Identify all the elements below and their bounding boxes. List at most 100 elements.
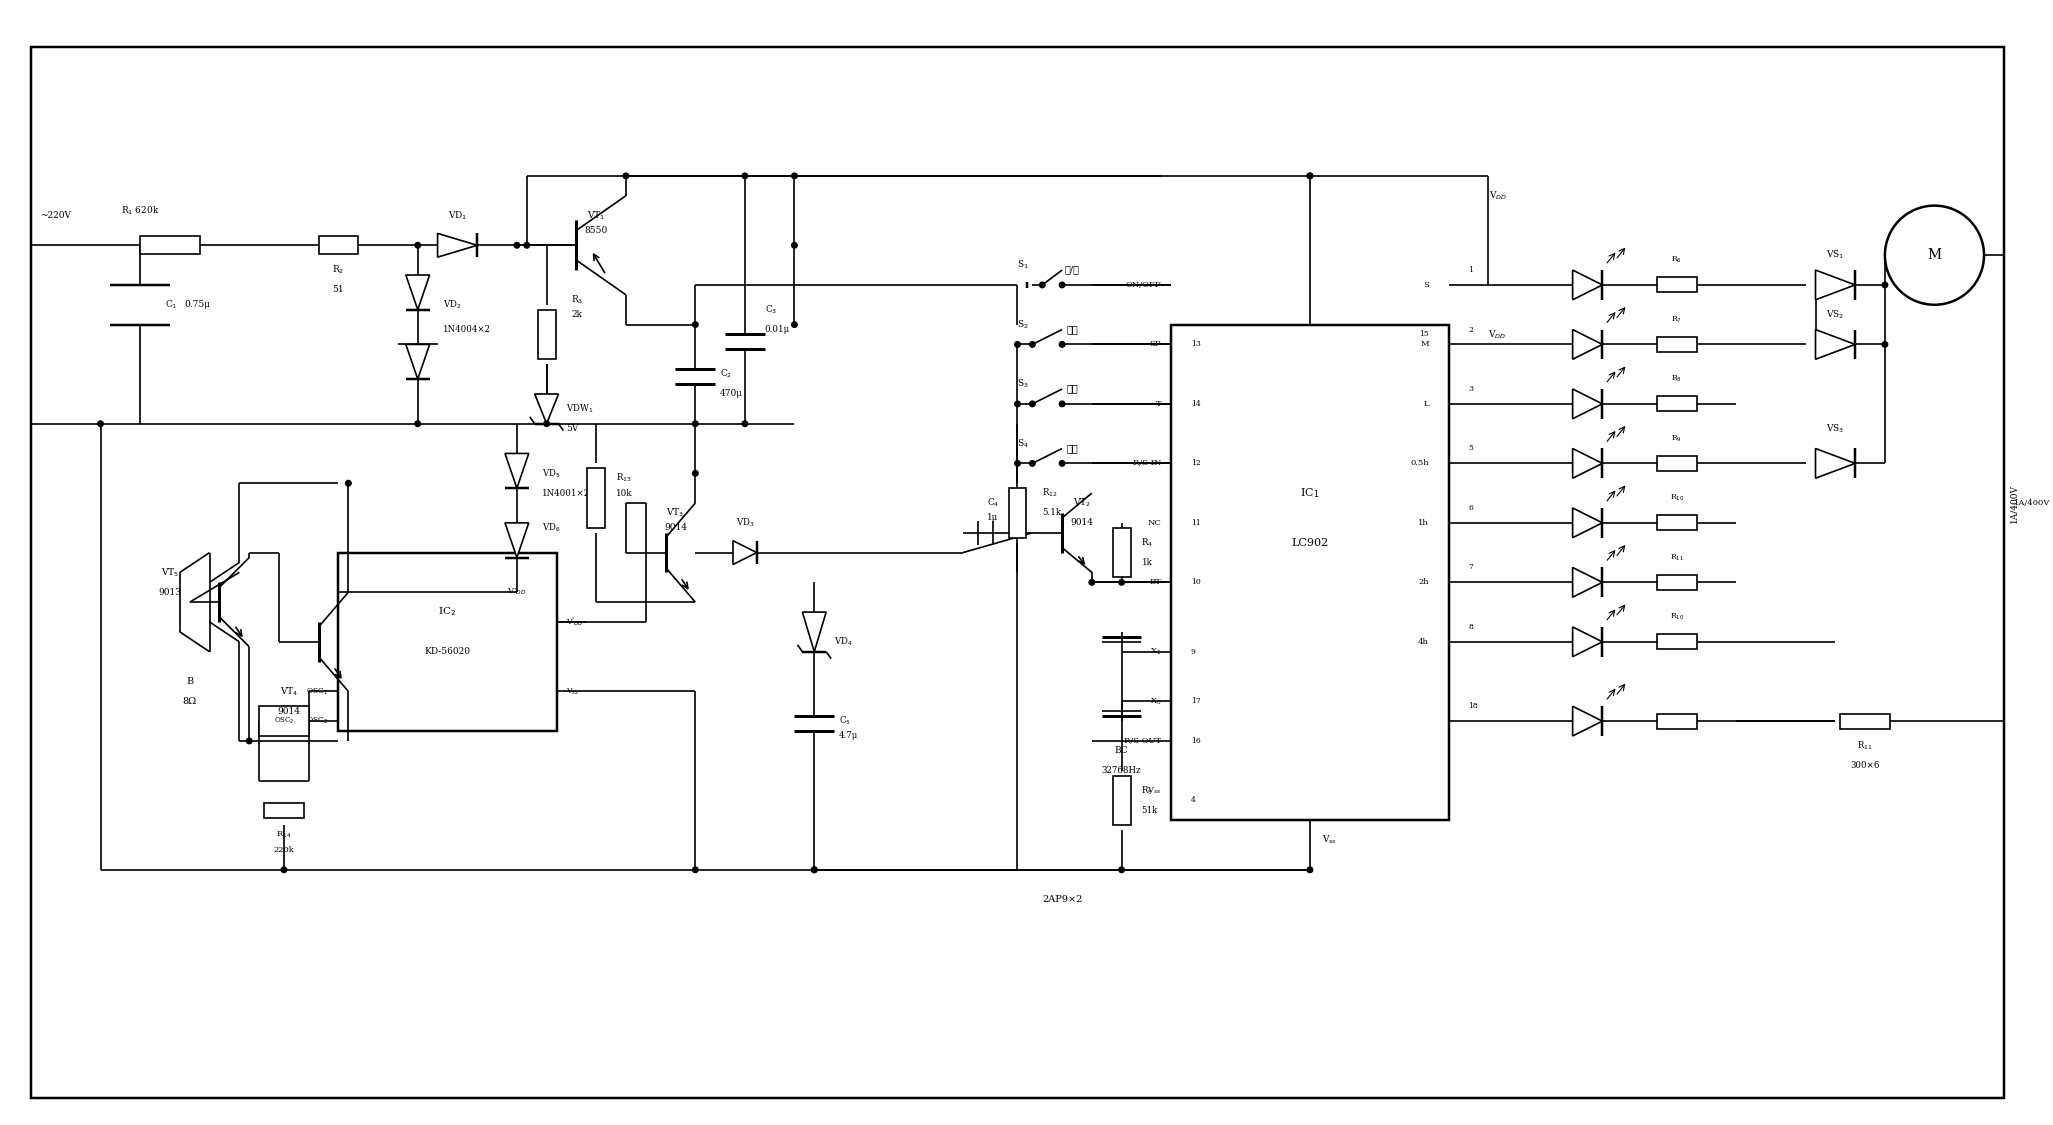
Text: 0.75μ: 0.75μ	[185, 300, 211, 309]
Text: 1: 1	[1468, 266, 1474, 274]
Text: 开/关: 开/关	[1066, 266, 1080, 274]
Circle shape	[1059, 402, 1066, 406]
Text: C$_3$: C$_3$	[764, 304, 778, 316]
Circle shape	[811, 867, 817, 873]
Text: S$_3$: S$_3$	[1016, 378, 1029, 390]
Text: 9: 9	[1191, 648, 1195, 656]
Circle shape	[1885, 206, 1983, 305]
Bar	[1170, 325, 1449, 820]
Text: 8Ω: 8Ω	[183, 696, 197, 705]
Circle shape	[99, 421, 103, 426]
Text: VT$_2$: VT$_2$	[1074, 497, 1090, 510]
Polygon shape	[1815, 330, 1856, 359]
Text: 1A/400V: 1A/400V	[2014, 500, 2051, 507]
Circle shape	[1059, 282, 1066, 288]
Text: C$_2$: C$_2$	[721, 368, 733, 380]
Circle shape	[1883, 342, 1887, 348]
Circle shape	[792, 243, 797, 248]
Circle shape	[1308, 173, 1312, 179]
Bar	[318, 236, 359, 254]
Bar	[1657, 338, 1696, 352]
Circle shape	[1308, 867, 1312, 873]
Text: LC902: LC902	[1291, 538, 1328, 548]
Text: 300×6: 300×6	[1850, 762, 1881, 771]
Bar	[1839, 713, 1891, 729]
Text: 12: 12	[1191, 459, 1201, 467]
Circle shape	[1031, 402, 1035, 406]
Circle shape	[1014, 402, 1020, 406]
Bar	[1657, 713, 1696, 729]
Text: S$_4$: S$_4$	[1016, 438, 1029, 450]
Circle shape	[692, 322, 698, 327]
Text: VS$_2$: VS$_2$	[1827, 308, 1844, 321]
Text: 51k: 51k	[1141, 806, 1158, 814]
Polygon shape	[733, 541, 758, 565]
Text: R$_4$: R$_4$	[1141, 537, 1154, 549]
Text: X$_1$: X$_1$	[1150, 647, 1162, 657]
Text: 2h: 2h	[1419, 578, 1429, 586]
Text: VD$_3$: VD$_3$	[735, 516, 753, 529]
Bar	[265, 803, 304, 818]
Text: R$_{11}$: R$_{11}$	[1858, 739, 1872, 753]
Text: 4h: 4h	[1419, 638, 1429, 646]
Text: 风速: 风速	[1066, 325, 1078, 334]
Text: 1N4004×2: 1N4004×2	[443, 325, 491, 334]
Text: R$_{10}$: R$_{10}$	[1669, 612, 1683, 622]
Text: V'$_{DD}$: V'$_{DD}$	[507, 587, 526, 597]
Text: VDW$_1$: VDW$_1$	[567, 403, 593, 415]
Text: 0.5h: 0.5h	[1410, 459, 1429, 467]
Text: KD-56020: KD-56020	[425, 647, 470, 656]
Text: IC$_1$: IC$_1$	[1300, 486, 1320, 500]
Polygon shape	[1815, 449, 1856, 478]
Text: 4.7μ: 4.7μ	[840, 731, 858, 740]
Text: C$_4$: C$_4$	[987, 497, 998, 510]
Bar	[259, 706, 308, 736]
Text: 5: 5	[1468, 444, 1474, 452]
Text: 9013: 9013	[158, 587, 181, 596]
Text: R$_6$: R$_6$	[1671, 255, 1681, 266]
Polygon shape	[406, 274, 429, 309]
Text: VT$_3$: VT$_3$	[667, 506, 684, 519]
Text: B: B	[187, 677, 193, 686]
Text: VD$_2$: VD$_2$	[443, 298, 462, 310]
Text: R$_{13}$: R$_{13}$	[616, 472, 632, 485]
Polygon shape	[534, 394, 558, 424]
Bar	[587, 468, 606, 528]
Circle shape	[524, 243, 530, 248]
Bar	[538, 309, 556, 359]
Text: R$_{14}$: R$_{14}$	[277, 830, 292, 840]
Text: R$_8$: R$_8$	[1671, 374, 1681, 385]
Text: L: L	[1423, 399, 1429, 408]
Text: 7: 7	[1468, 564, 1474, 572]
Text: 8550: 8550	[585, 226, 608, 235]
Bar	[1657, 634, 1696, 649]
Text: BT: BT	[1150, 578, 1162, 586]
Circle shape	[624, 173, 628, 179]
Text: R$_1$ 620k: R$_1$ 620k	[121, 205, 160, 217]
Circle shape	[792, 173, 797, 179]
Polygon shape	[505, 453, 530, 488]
Text: 11: 11	[1191, 519, 1201, 526]
Text: ON/OFF: ON/OFF	[1125, 281, 1162, 289]
Polygon shape	[1573, 508, 1603, 538]
Text: 9014: 9014	[277, 706, 300, 716]
Text: R$_{11}$: R$_{11}$	[1669, 552, 1683, 562]
Text: 2k: 2k	[571, 310, 583, 319]
Text: 1h: 1h	[1419, 519, 1429, 526]
Text: 8: 8	[1468, 623, 1474, 631]
Text: 3: 3	[1468, 385, 1474, 393]
Bar	[1657, 575, 1696, 590]
Circle shape	[544, 421, 550, 426]
Text: S$_1$: S$_1$	[1016, 259, 1029, 271]
Text: 10k: 10k	[616, 488, 632, 497]
Circle shape	[415, 243, 421, 248]
Text: R$_7$: R$_7$	[1671, 314, 1681, 325]
Polygon shape	[1573, 706, 1603, 736]
Text: R/S OUT: R/S OUT	[1125, 737, 1162, 745]
Bar	[1113, 528, 1131, 577]
Text: 1A/400V: 1A/400V	[2010, 484, 2018, 522]
Text: IC$_2$: IC$_2$	[439, 605, 456, 619]
Text: 9014: 9014	[663, 523, 688, 532]
Circle shape	[1039, 282, 1045, 288]
Circle shape	[1119, 579, 1125, 585]
